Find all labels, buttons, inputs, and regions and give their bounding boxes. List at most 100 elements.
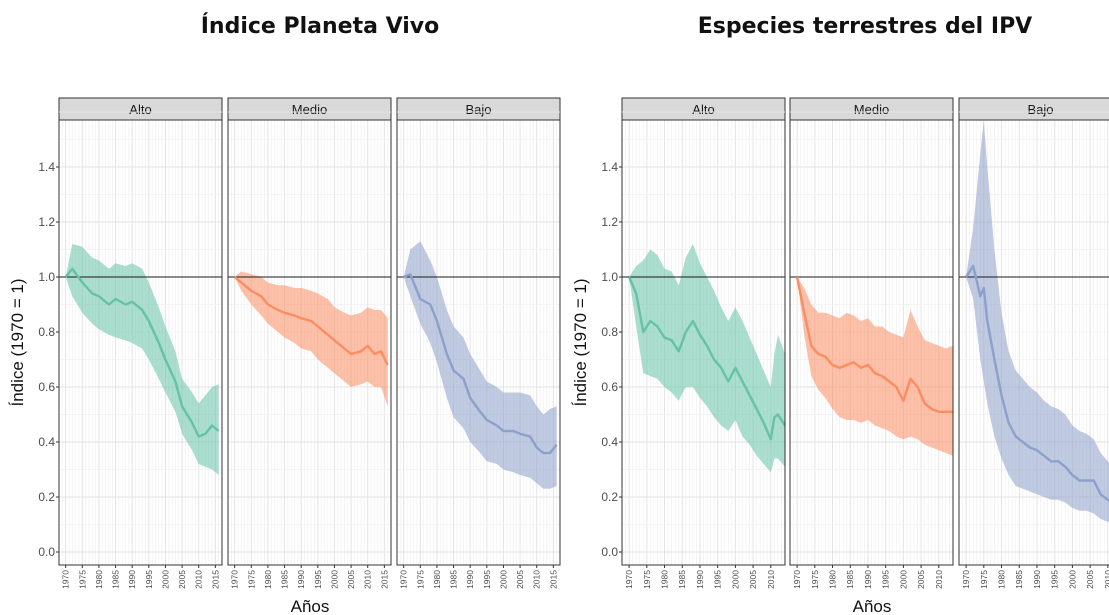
x-tick-label: 1990 [296,570,306,589]
y-tick-label: 0.2 [601,490,618,504]
x-tick-label: 2005 [515,570,525,589]
panel-alto: Alto 1970 1975 1980 1985 1990 1995 2000 2005 2010 [621,97,786,589]
series-line [627,276,785,441]
x-tick-label: 1990 [127,570,137,589]
panel-bajo: Bajo 1970 1975 1980 1985 1990 1995 2000 2005 2010… [396,97,561,589]
panel-alto: Alto 1970 1975 1980 1985 1990 1995 2000 2005 2010… [58,97,223,589]
x-tick-label: 1990 [863,570,873,589]
panel-bajo: Bajo 1970 1975 1980 1985 1990 1995 2000 2005 2010 [958,97,1109,589]
panel-border [227,119,392,566]
x-tick-label: 2000 [498,570,508,589]
y-tick-label: 1.4 [601,160,618,174]
y-axis-label: Índice (1970 = 1) [571,278,590,406]
panel-medio: Medio 1970 1975 1980 1985 1990 1995 2000 2005 201… [789,97,954,589]
x-tick-label: 1985 [1014,570,1024,589]
y-axis-label: Índice (1970 = 1) [8,278,27,406]
y-tick-label: 0.4 [601,435,618,449]
x-tick-label: 2000 [898,570,908,589]
x-tick-label: 2010 [194,570,204,589]
facet-label: Medio [854,102,889,117]
series-line [233,276,389,366]
x-tick-label: 1970 [961,570,971,589]
x-tick-label: 1995 [713,570,723,589]
y-tick-label: 0.6 [601,380,618,394]
facet-label: Alto [692,102,714,117]
x-tick-label: 1990 [465,570,475,589]
x-tick-label: 1975 [415,570,425,589]
x-tick-label: 2005 [346,570,356,589]
x-axis-label: Años [291,597,330,615]
x-tick-label: 2005 [177,570,187,589]
confidence-band [966,120,1109,523]
series-line [965,264,1109,502]
facet-label: Alto [129,102,151,117]
x-tick-label: 1980 [997,570,1007,589]
panel-medio: Medio 1970 1975 1980 1985 1990 1995 2000 2005 201… [227,97,392,589]
confidence-band [234,271,388,407]
x-tick-label: 2015 [548,570,558,589]
x-tick-label: 2000 [160,570,170,589]
y-tick-label: 0.8 [38,325,55,339]
x-tick-label: 1990 [695,570,705,589]
chart-title-right: Especies terrestres del IPV [697,14,1033,39]
series-line [795,276,953,413]
x-tick-label: 1980 [828,570,838,589]
x-tick-label: 1975 [979,570,989,589]
panel-background [397,120,560,565]
x-tick-label: 1975 [810,570,820,589]
x-tick-label: 2000 [1067,570,1077,589]
confidence-band [797,277,953,456]
panel-border [621,119,786,566]
x-tick-label: 1970 [399,570,409,589]
y-tick-label: 1.4 [38,160,55,174]
chart-0: Índice (1970 = 1) 0.0 0.2 0.4 0.6 0.8 1.0 1.2 1.… [8,97,561,615]
x-tick-label: 1980 [263,570,273,589]
panel-border [958,119,1109,566]
x-tick-label: 1985 [449,570,459,589]
x-tick-label: 2010 [766,570,776,589]
x-tick-label: 2010 [1103,570,1109,589]
chart-title-left: Índice Planeta Vivo [200,14,440,39]
x-tick-label: 1995 [144,570,154,589]
x-tick-label: 2000 [730,570,740,589]
x-tick-label: 1995 [482,570,492,589]
x-tick-label: 2005 [916,570,926,589]
x-tick-label: 2010 [934,570,944,589]
y-tick-label: 0.0 [38,545,55,559]
x-tick-label: 1970 [792,570,802,589]
x-tick-label: 2015 [210,570,220,589]
y-tick-label: 1.0 [38,270,55,284]
x-tick-label: 1975 [77,570,87,589]
x-tick-label: 2000 [329,570,339,589]
x-tick-label: 1970 [230,570,240,589]
y-tick-label: 1.2 [38,215,55,229]
x-tick-label: 1985 [845,570,855,589]
chart-1: Índice (1970 = 1) 0.0 0.2 0.4 0.6 0.8 1.0 1.2 1.… [571,97,1109,615]
y-tick-label: 0.4 [38,435,55,449]
x-tick-label: 1980 [432,570,442,589]
x-tick-label: 2005 [1085,570,1095,589]
x-tick-label: 1990 [1032,570,1042,589]
y-tick-label: 1.2 [601,215,618,229]
x-axis-label: Años [853,597,892,615]
series-line [64,267,220,438]
x-tick-label: 1980 [660,570,670,589]
panel-border [396,119,561,566]
facet-label: Medio [292,102,327,117]
x-tick-label: 1985 [280,570,290,589]
series-line [403,273,558,455]
y-tick-label: 0.8 [601,325,618,339]
facet-label: Bajo [1027,102,1053,117]
y-tick-label: 0.0 [601,545,618,559]
x-tick-label: 1995 [313,570,323,589]
x-tick-label: 1980 [94,570,104,589]
x-tick-label: 1975 [246,570,256,589]
x-tick-label: 1970 [61,570,71,589]
y-tick-label: 1.0 [601,270,618,284]
y-tick-label: 0.6 [38,380,55,394]
x-tick-label: 2015 [379,570,389,589]
x-tick-label: 2005 [748,570,758,589]
facet-label: Bajo [465,102,491,117]
y-tick-label: 0.2 [38,490,55,504]
